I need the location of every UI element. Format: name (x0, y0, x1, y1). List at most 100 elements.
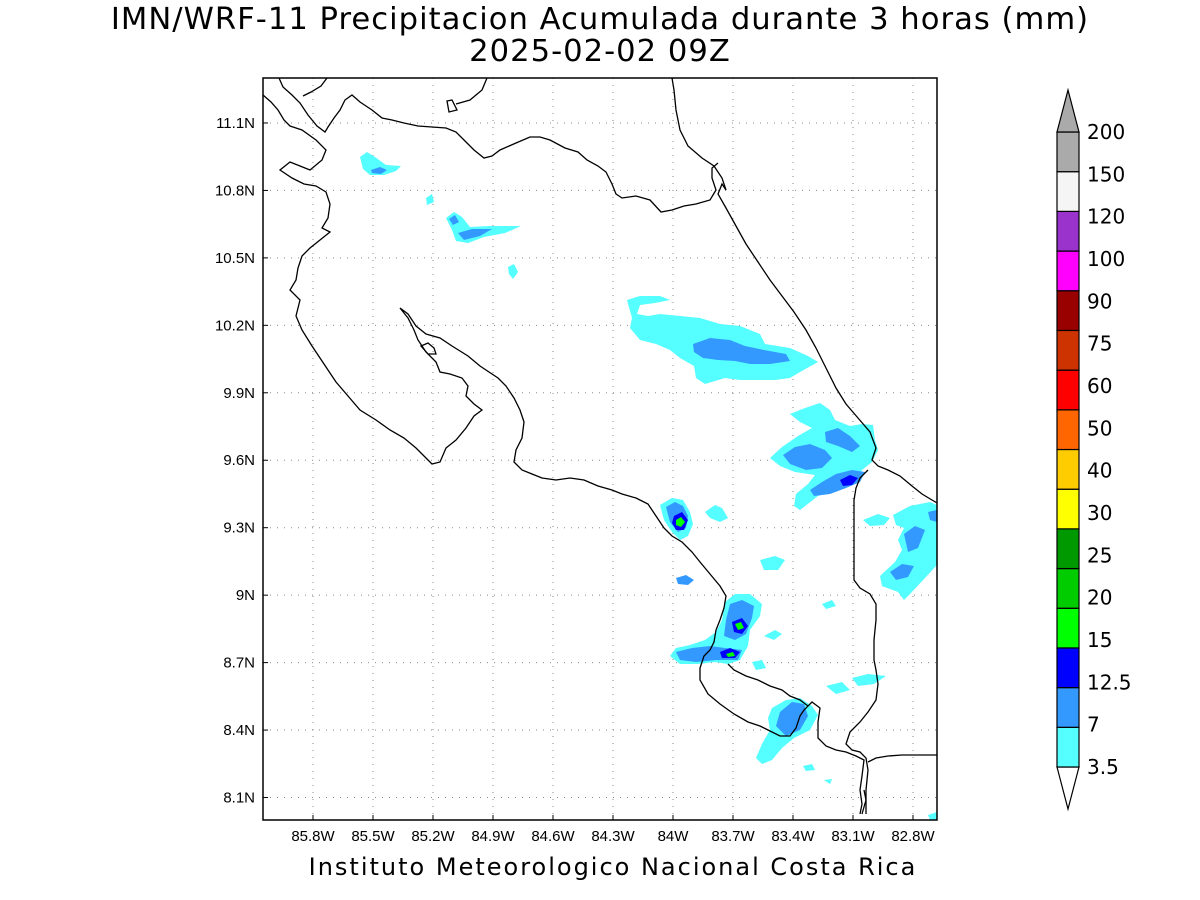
colorbar-label: 7 (1087, 713, 1100, 737)
precip-area-medium (890, 564, 914, 580)
colorbar-label: 150 (1087, 162, 1125, 186)
colorbar-swatch (1056, 171, 1080, 212)
colorbar-label: 12.5 (1087, 670, 1132, 694)
lat-tick-label: 8.1N (223, 790, 255, 807)
colorbar-swatch (1056, 567, 1080, 609)
lon-tick-label: 84.3W (591, 828, 635, 845)
lat-tick-label: 9.6N (223, 452, 255, 469)
colorbar-label: 90 (1087, 289, 1112, 313)
colorbar-swatch (1056, 528, 1080, 570)
latitude-tick-labels: 8.1N 8.4N 8.7N 9N 9.3N 9.6N 9.9N 10.2N 10.5N 10.8… (215, 115, 268, 807)
colorbar-swatch (1056, 607, 1080, 649)
precipitation-field (360, 152, 937, 820)
colorbar-label: 20 (1087, 586, 1112, 610)
precip-area-light (508, 264, 518, 279)
precip-area-medium (458, 229, 492, 240)
colorbar-label: 120 (1087, 205, 1125, 229)
precip-area-light (426, 194, 434, 205)
precip-area-medium (783, 444, 832, 470)
lat-tick-label: 8.7N (223, 655, 255, 672)
precip-area-medium (904, 526, 925, 552)
precip-area-intense (735, 622, 744, 630)
colorbar-swatch (1056, 369, 1080, 411)
credit-footer: Instituto Meteorologico Nacional Costa R… (308, 853, 918, 881)
lat-tick-label: 10.5N (215, 250, 255, 267)
lon-tick-label: 84.9W (471, 828, 515, 845)
precip-area-medium (928, 510, 937, 522)
colorbar-swatch (1056, 488, 1080, 530)
lon-tick-label: 83.1W (831, 828, 875, 845)
precip-area-light (852, 674, 886, 686)
colorbar-label: 40 (1087, 459, 1112, 483)
precip-area-light (803, 764, 815, 771)
lon-tick-label: 84.6W (531, 828, 575, 845)
precip-area-light (824, 779, 832, 784)
precip-area-light (928, 812, 937, 820)
lon-tick-label: 83.4W (771, 828, 815, 845)
colorbar-swatch (1056, 647, 1080, 689)
colorbar-bottom-arrow (1056, 766, 1080, 812)
longitude-tick-labels: 85.8W 85.5W 85.2W 84.9W 84.6W 84.3W 84W 83.7W 83… (291, 815, 936, 845)
colorbar-swatch (1056, 726, 1080, 768)
nicaragua-coast (278, 78, 719, 213)
colorbar-label: 50 (1087, 416, 1112, 440)
colorbar-label: 75 (1087, 332, 1112, 356)
pacific-coast (263, 94, 865, 815)
precip-area-light (360, 152, 401, 175)
plot-frame (262, 77, 938, 821)
precip-area-medium (371, 167, 387, 174)
lon-tick-label: 85.2W (411, 828, 455, 845)
precip-area-light (760, 556, 785, 570)
precip-area-light (822, 600, 836, 609)
colorbar-swatch (1056, 210, 1080, 252)
lon-tick-label: 83.7W (711, 828, 755, 845)
lat-tick-label: 10.2N (215, 317, 255, 334)
golfo-dulce-shore (727, 663, 809, 707)
precip-area-medium (449, 215, 459, 225)
panama-border (845, 469, 879, 814)
colorbar-label: 60 (1087, 374, 1112, 398)
colorbar-label: 3.5 (1087, 755, 1119, 779)
precip-area-medium (776, 702, 808, 736)
inland-lake (419, 342, 437, 355)
colorbar-swatch (1056, 250, 1080, 292)
lake-shore (302, 78, 328, 97)
lat-tick-label: 9.9N (223, 385, 255, 402)
colorbar-label: 25 (1087, 543, 1112, 567)
burica-coast (861, 789, 867, 815)
chart-title: IMN/WRF-11 Precipitacion Acumulada duran… (110, 2, 1090, 37)
colorbar-label: 30 (1087, 501, 1112, 525)
lat-tick-label: 9N (236, 587, 255, 604)
precip-area-intense (726, 652, 735, 657)
precip-area-medium (693, 338, 790, 364)
lon-tick-label: 82.8W (891, 828, 935, 845)
lon-tick-label: 85.8W (291, 828, 335, 845)
lat-tick-label: 8.4N (223, 722, 255, 739)
precip-area-medium (825, 428, 860, 452)
lon-tick-label: 84W (658, 828, 690, 845)
caribbean-coast (671, 78, 937, 504)
colorbar-swatch (1056, 290, 1080, 332)
lat-tick-label: 10.8N (215, 182, 255, 199)
precip-area-light (826, 682, 850, 694)
precip-area-light (863, 514, 890, 526)
colorbar-label: 100 (1087, 247, 1125, 271)
precip-area-medium (676, 575, 694, 585)
east-coast (867, 754, 937, 763)
map-grid (263, 78, 937, 820)
chart-subtitle-date: 2025-02-02 09Z (469, 34, 731, 69)
precip-area-intense (676, 517, 685, 527)
colorbar-legend: 3.5 7 12.5 15 20 25 30 40 50 60 75 90 100 120 150 200 (1056, 87, 1132, 812)
colorbar-label: 15 (1087, 628, 1112, 652)
colorbar-swatch (1056, 131, 1080, 173)
precip-area-light (764, 630, 782, 640)
northern-shore (455, 78, 488, 105)
colorbar-swatch (1056, 448, 1080, 490)
precip-area-light (705, 505, 728, 522)
precip-area-light (446, 212, 521, 243)
colorbar-top-arrow (1056, 87, 1080, 133)
colorbar-label: 200 (1087, 120, 1125, 144)
lake-shore (446, 99, 458, 113)
colorbar-swatch (1056, 329, 1080, 371)
